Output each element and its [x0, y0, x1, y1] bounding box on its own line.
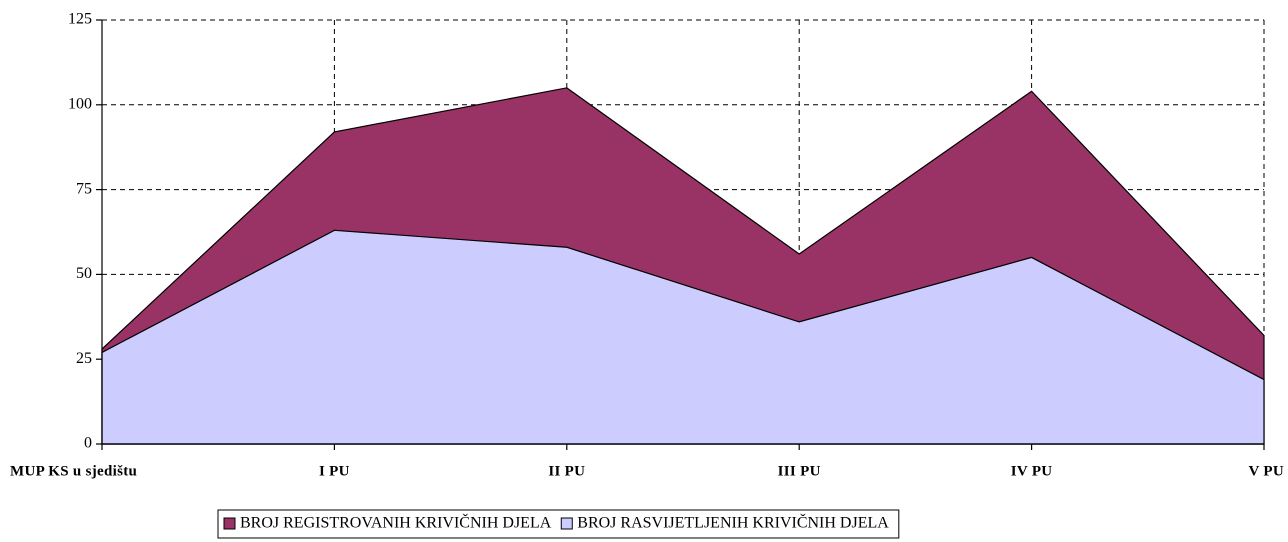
legend-swatch	[560, 517, 573, 530]
y-tick-label: 125	[68, 11, 92, 28]
x-tick-label: II PU	[548, 463, 585, 479]
x-tick-label: I PU	[319, 463, 350, 479]
legend-label: BROJ RASVIJETLJENIH KRIVIČNIH DJELA	[577, 513, 889, 532]
legend-label: BROJ REGISTROVANIH KRIVIČNIH DJELA	[240, 513, 552, 532]
y-tick-label: 75	[76, 180, 92, 197]
area	[101, 229, 1265, 445]
y-tick-label: 100	[68, 95, 92, 112]
y-tick-label: 0	[84, 435, 92, 452]
x-tick-label: III PU	[778, 463, 821, 479]
y-tick-label: 50	[76, 265, 92, 282]
x-tick-label: V PU	[1248, 463, 1284, 479]
y-tick-label: 25	[76, 350, 92, 367]
x-tick-label: MUP KS u sjedištu	[10, 463, 137, 479]
legend-swatch	[223, 517, 236, 530]
legend: BROJ REGISTROVANIH KRIVIČNIH DJELA BROJ R…	[217, 509, 900, 539]
x-tick-label: IV PU	[1011, 463, 1053, 479]
legend-box	[217, 509, 900, 539]
